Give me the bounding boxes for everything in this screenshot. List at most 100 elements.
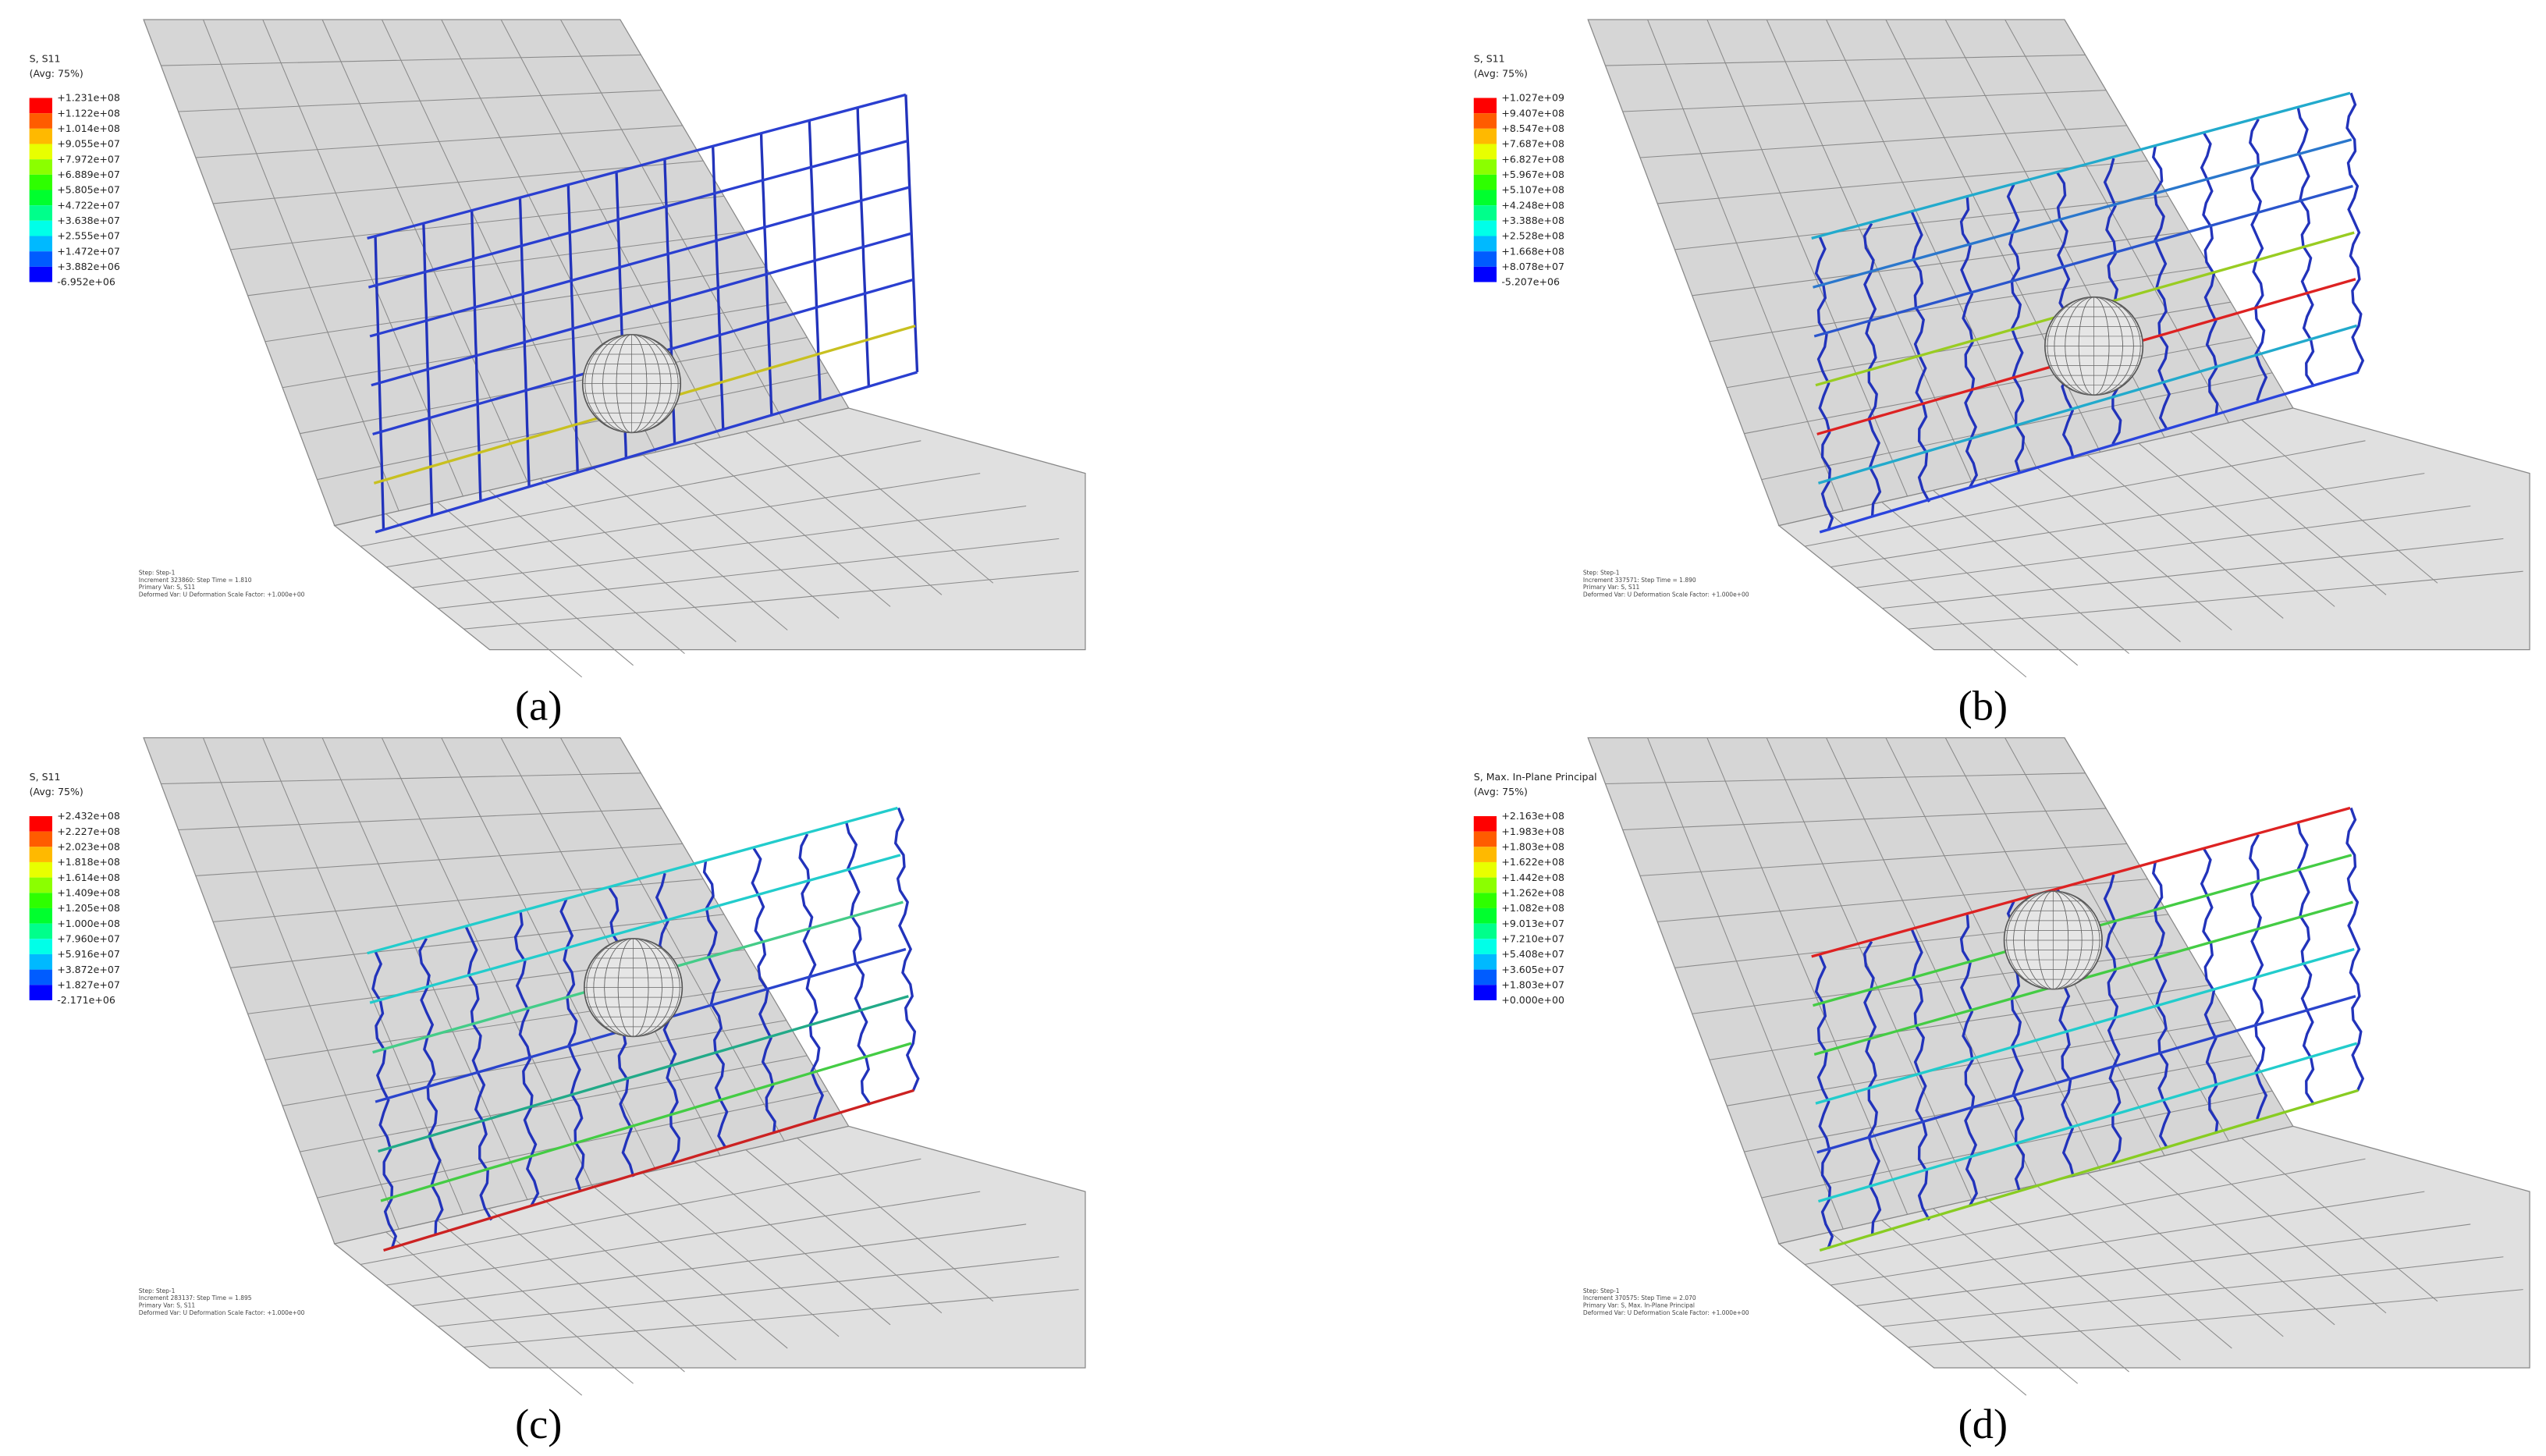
legend-label: +2.023e+08 bbox=[57, 840, 120, 852]
floor-mesh bbox=[437, 1220, 634, 1384]
net-rope bbox=[367, 806, 898, 955]
floor-mesh bbox=[2036, 466, 2232, 630]
floor-mesh bbox=[1933, 490, 2129, 655]
floor-mesh bbox=[2138, 442, 2335, 607]
legend-swatch bbox=[29, 923, 52, 939]
legend-label: +7.960e+07 bbox=[57, 932, 120, 944]
floor-mesh bbox=[463, 570, 1079, 630]
wall-mesh bbox=[1826, 737, 2036, 1185]
legend-swatch bbox=[1473, 969, 1497, 985]
legend-swatch bbox=[29, 113, 52, 129]
legend-swatch bbox=[29, 266, 52, 282]
legend-label: +2.163e+08 bbox=[1501, 810, 1564, 822]
floor-mesh bbox=[1908, 1289, 2523, 1348]
legend-label: -2.171e+06 bbox=[57, 994, 115, 1006]
wall-mesh bbox=[2004, 19, 2229, 424]
step-info: Step: Step-1 bbox=[1583, 569, 1620, 576]
legend-average: (Avg: 75%) bbox=[1474, 786, 1528, 797]
floor-mesh bbox=[1856, 1223, 2471, 1307]
floor-mesh bbox=[1804, 440, 2366, 547]
floor-mesh bbox=[1830, 1231, 2027, 1396]
sphere-mesh bbox=[586, 938, 680, 1037]
legend-swatch bbox=[1473, 144, 1497, 160]
legend-swatch bbox=[29, 190, 52, 206]
floor-mesh bbox=[2241, 419, 2438, 584]
net-rope bbox=[1811, 806, 2351, 958]
net-rope bbox=[1811, 91, 2351, 240]
legend-label: +1.122e+08 bbox=[57, 107, 120, 119]
floor-mesh bbox=[2241, 1138, 2438, 1302]
legend-swatch bbox=[1473, 174, 1497, 190]
legend-label: +7.687e+08 bbox=[1501, 138, 1564, 150]
floor-mesh bbox=[694, 1161, 891, 1326]
step-info: Deformed Var: U Deformation Scale Factor… bbox=[139, 591, 305, 598]
legend-label: +1.818e+08 bbox=[57, 856, 120, 868]
legend-label: +5.805e+07 bbox=[57, 184, 120, 196]
legend-label: +3.638e+07 bbox=[57, 215, 120, 226]
legend-swatch bbox=[1473, 128, 1497, 144]
net-rope bbox=[378, 995, 909, 1153]
floor-mesh bbox=[1830, 513, 2027, 678]
legend-swatch bbox=[29, 815, 52, 832]
legend-label: +9.013e+07 bbox=[1501, 918, 1564, 929]
legend-label: +4.248e+08 bbox=[1501, 199, 1564, 211]
legend-label: +7.210e+07 bbox=[1501, 932, 1564, 944]
legend-label: +1.614e+08 bbox=[57, 872, 120, 883]
legend-label: -6.952e+06 bbox=[57, 276, 115, 288]
wall-mesh bbox=[1766, 737, 1973, 1200]
legend-swatch bbox=[29, 847, 52, 862]
legend-swatch bbox=[29, 98, 52, 114]
wall-mesh bbox=[560, 737, 785, 1142]
wall-mesh bbox=[560, 19, 785, 424]
legend-label: +1.027e+09 bbox=[1501, 92, 1564, 104]
legend-label: +6.827e+08 bbox=[1501, 153, 1564, 165]
floor-mesh bbox=[1882, 1256, 2504, 1327]
legend-label: +0.000e+00 bbox=[1501, 994, 1564, 1006]
legend-label: +1.082e+08 bbox=[1501, 902, 1564, 914]
legend-label: +1.827e+07 bbox=[57, 978, 120, 990]
wall-mesh bbox=[1647, 19, 1844, 511]
legend-swatch bbox=[1473, 939, 1497, 954]
legend-label: +1.000e+08 bbox=[57, 918, 120, 929]
legend-swatch bbox=[29, 144, 52, 160]
step-info: Deformed Var: U Deformation Scale Factor… bbox=[139, 1309, 305, 1316]
step-info: Primary Var: S, S11 bbox=[139, 1302, 196, 1309]
legend-swatch bbox=[1473, 98, 1497, 114]
net-rope bbox=[375, 371, 918, 534]
legend-label: +5.107e+08 bbox=[1501, 184, 1564, 196]
legend-swatch bbox=[29, 236, 52, 252]
legend-label: +2.432e+08 bbox=[57, 810, 120, 822]
floor-mesh bbox=[437, 502, 634, 666]
floor-mesh bbox=[385, 1231, 583, 1396]
legend-swatch bbox=[1473, 923, 1497, 939]
legend-swatch bbox=[29, 159, 52, 175]
caption: (d) bbox=[1958, 1401, 2008, 1447]
floor-mesh bbox=[488, 1208, 685, 1373]
legend-label: +1.668e+08 bbox=[1501, 245, 1564, 257]
legend-swatch bbox=[1473, 877, 1497, 893]
legend-swatch bbox=[1473, 236, 1497, 252]
legend-label: +2.555e+07 bbox=[57, 230, 120, 242]
floor-mesh bbox=[1830, 1191, 2425, 1286]
floor-mesh bbox=[2189, 431, 2387, 595]
legend-average: (Avg: 75%) bbox=[30, 67, 83, 79]
floor-mesh bbox=[360, 1158, 921, 1266]
legend-swatch bbox=[1473, 113, 1497, 129]
legend-label: +1.409e+08 bbox=[57, 886, 120, 898]
legend-swatch bbox=[1473, 159, 1497, 175]
legend-swatch bbox=[29, 220, 52, 236]
step-info: Increment 337571: Step Time = 1.890 bbox=[1583, 577, 1696, 584]
panel: S, S11 (Avg: 75%) +1.231e+08 +1.122e+08 +1.0… bbox=[29, 19, 1086, 730]
legend-swatch bbox=[29, 831, 52, 847]
net-rope bbox=[1819, 1088, 2359, 1252]
legend-swatch bbox=[29, 954, 52, 970]
wall-mesh bbox=[1766, 19, 1973, 482]
legend-swatch bbox=[1473, 220, 1497, 236]
legend-swatch bbox=[29, 877, 52, 893]
legend-swatch bbox=[29, 205, 52, 221]
legend-label: +3.605e+07 bbox=[1501, 964, 1564, 975]
legend-swatch bbox=[29, 251, 52, 267]
legend-label: +1.472e+07 bbox=[57, 245, 120, 257]
panel: S, Max. In-Plane Principal (Avg: 75%) +2.1… bbox=[1473, 737, 2530, 1447]
wall-mesh bbox=[202, 737, 399, 1230]
